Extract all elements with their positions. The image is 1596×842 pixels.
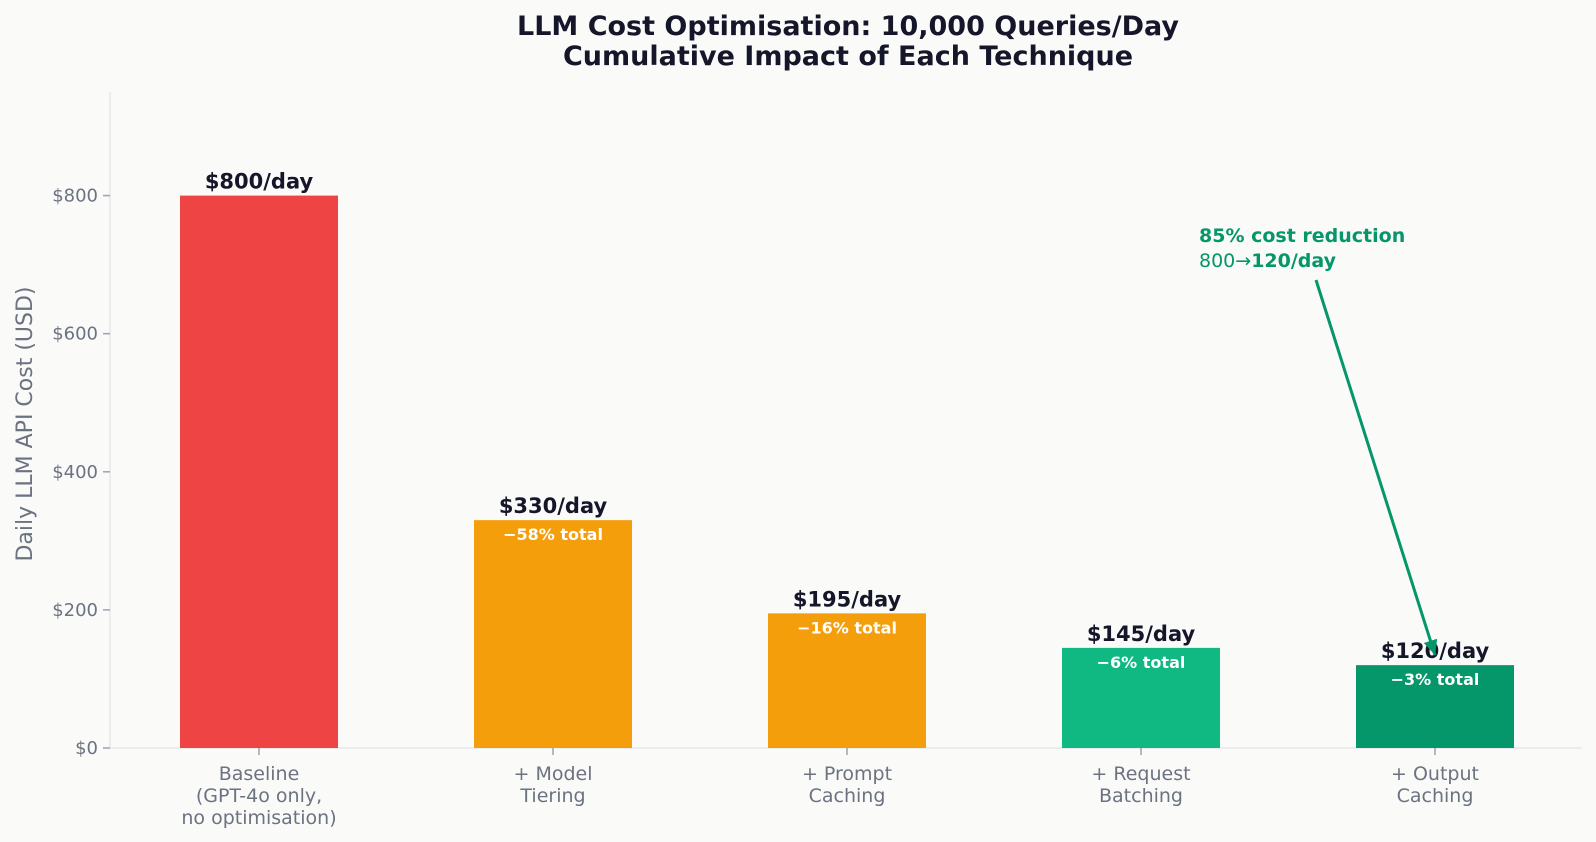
bar-change-label: −6% total bbox=[1097, 653, 1186, 672]
bar-value-label: $195/day bbox=[793, 587, 902, 611]
bar-value-label: $330/day bbox=[499, 494, 608, 518]
annotation-arrow-line bbox=[1314, 279, 1437, 656]
x-tick-label: Batching bbox=[1099, 785, 1183, 807]
y-tick-label: $0 bbox=[75, 738, 98, 759]
y-tick-label: $200 bbox=[52, 600, 98, 621]
bar-value-label: $800/day bbox=[205, 170, 314, 194]
bar bbox=[474, 520, 632, 748]
x-tick-label: (GPT-4o only, bbox=[196, 785, 322, 807]
chart-title-line-2: Cumulative Impact of Each Technique bbox=[563, 41, 1133, 72]
bar-change-label: −58% total bbox=[503, 525, 603, 544]
bar-change-label: −16% total bbox=[797, 618, 897, 637]
annotation-line-2-prefix: 800→ bbox=[1199, 250, 1251, 272]
x-tick-label: Baseline bbox=[219, 763, 300, 785]
bar-value-label: $145/day bbox=[1087, 622, 1196, 646]
cost-reduction-annotation: 85% cost reduction 800→120/day bbox=[1199, 225, 1438, 656]
annotation-arrow-head bbox=[1423, 638, 1438, 656]
x-tick-label: + Request bbox=[1091, 763, 1190, 785]
x-ticks: Baseline(GPT-4o only,no optimisation) + M… bbox=[181, 748, 1479, 829]
y-tick-label: $800 bbox=[52, 186, 98, 207]
x-tick-label: no optimisation) bbox=[181, 807, 336, 829]
bar bbox=[180, 195, 338, 748]
y-axis-label: Daily LLM API Cost (USD) bbox=[13, 286, 38, 561]
annotation-line-2-bold: 120/day bbox=[1251, 250, 1336, 272]
bar bbox=[1062, 647, 1220, 748]
x-tick-label: Tiering bbox=[519, 785, 585, 807]
y-ticks: $0 $200 $400 $600 $800 bbox=[52, 186, 110, 759]
y-tick-label: $600 bbox=[52, 324, 98, 345]
x-tick-label: + Output bbox=[1391, 763, 1479, 785]
annotation-line-1: 85% cost reduction bbox=[1199, 225, 1405, 247]
bar-change-label: −3% total bbox=[1391, 670, 1480, 689]
x-tick-label: + Prompt bbox=[802, 763, 892, 785]
annotation-line-2: 800→120/day bbox=[1199, 250, 1337, 272]
chart-title-line-1: LLM Cost Optimisation: 10,000 Queries/Da… bbox=[517, 11, 1179, 42]
bar bbox=[1356, 665, 1514, 748]
x-tick-label: + Model bbox=[513, 763, 592, 785]
x-tick-label: Caching bbox=[809, 785, 886, 807]
bars: $800/day $330/day −58% total $195/day −16% t… bbox=[180, 170, 1514, 748]
bar bbox=[768, 613, 926, 748]
x-tick-label: Caching bbox=[1397, 785, 1474, 807]
y-tick-label: $400 bbox=[52, 462, 98, 483]
